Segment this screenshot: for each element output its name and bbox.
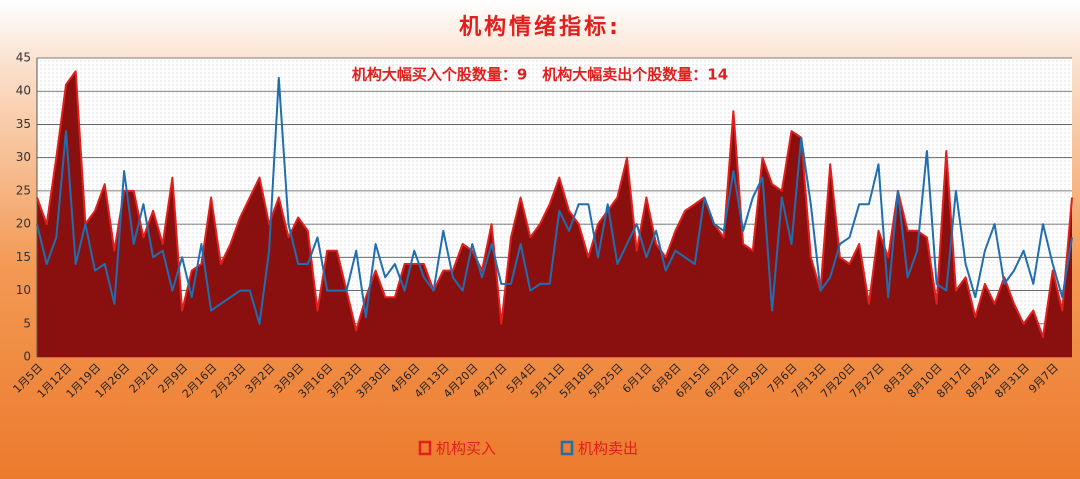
y-tick-label: 30 bbox=[16, 150, 31, 164]
line bbox=[36, 76, 1073, 325]
y-tick-label: 35 bbox=[16, 117, 31, 131]
legend-swatch bbox=[418, 440, 432, 456]
y-tick-label: 5 bbox=[23, 316, 31, 330]
legend-label: 机构卖出 bbox=[578, 440, 638, 458]
y-tick-label: 45 bbox=[16, 51, 31, 65]
area bbox=[37, 71, 1072, 358]
y-tick-label: 40 bbox=[16, 84, 31, 98]
y-tick-label: 15 bbox=[16, 250, 31, 264]
y-tick-label: 10 bbox=[16, 283, 31, 297]
legend-label: 机构买入 bbox=[436, 440, 496, 458]
y-tick-label: 25 bbox=[16, 183, 31, 197]
chart-title: 机构情绪指标: bbox=[459, 14, 621, 40]
marks bbox=[36, 70, 1073, 358]
chart-subtitle: 机构大幅买入个股数量：9 机构大幅卖出个股数量：14 bbox=[352, 66, 728, 84]
legend-swatch bbox=[560, 440, 574, 456]
y-tick-label: 20 bbox=[16, 217, 31, 231]
legend: 机构买入 机构卖出 bbox=[418, 440, 638, 458]
y-tick-label: 0 bbox=[23, 350, 31, 364]
